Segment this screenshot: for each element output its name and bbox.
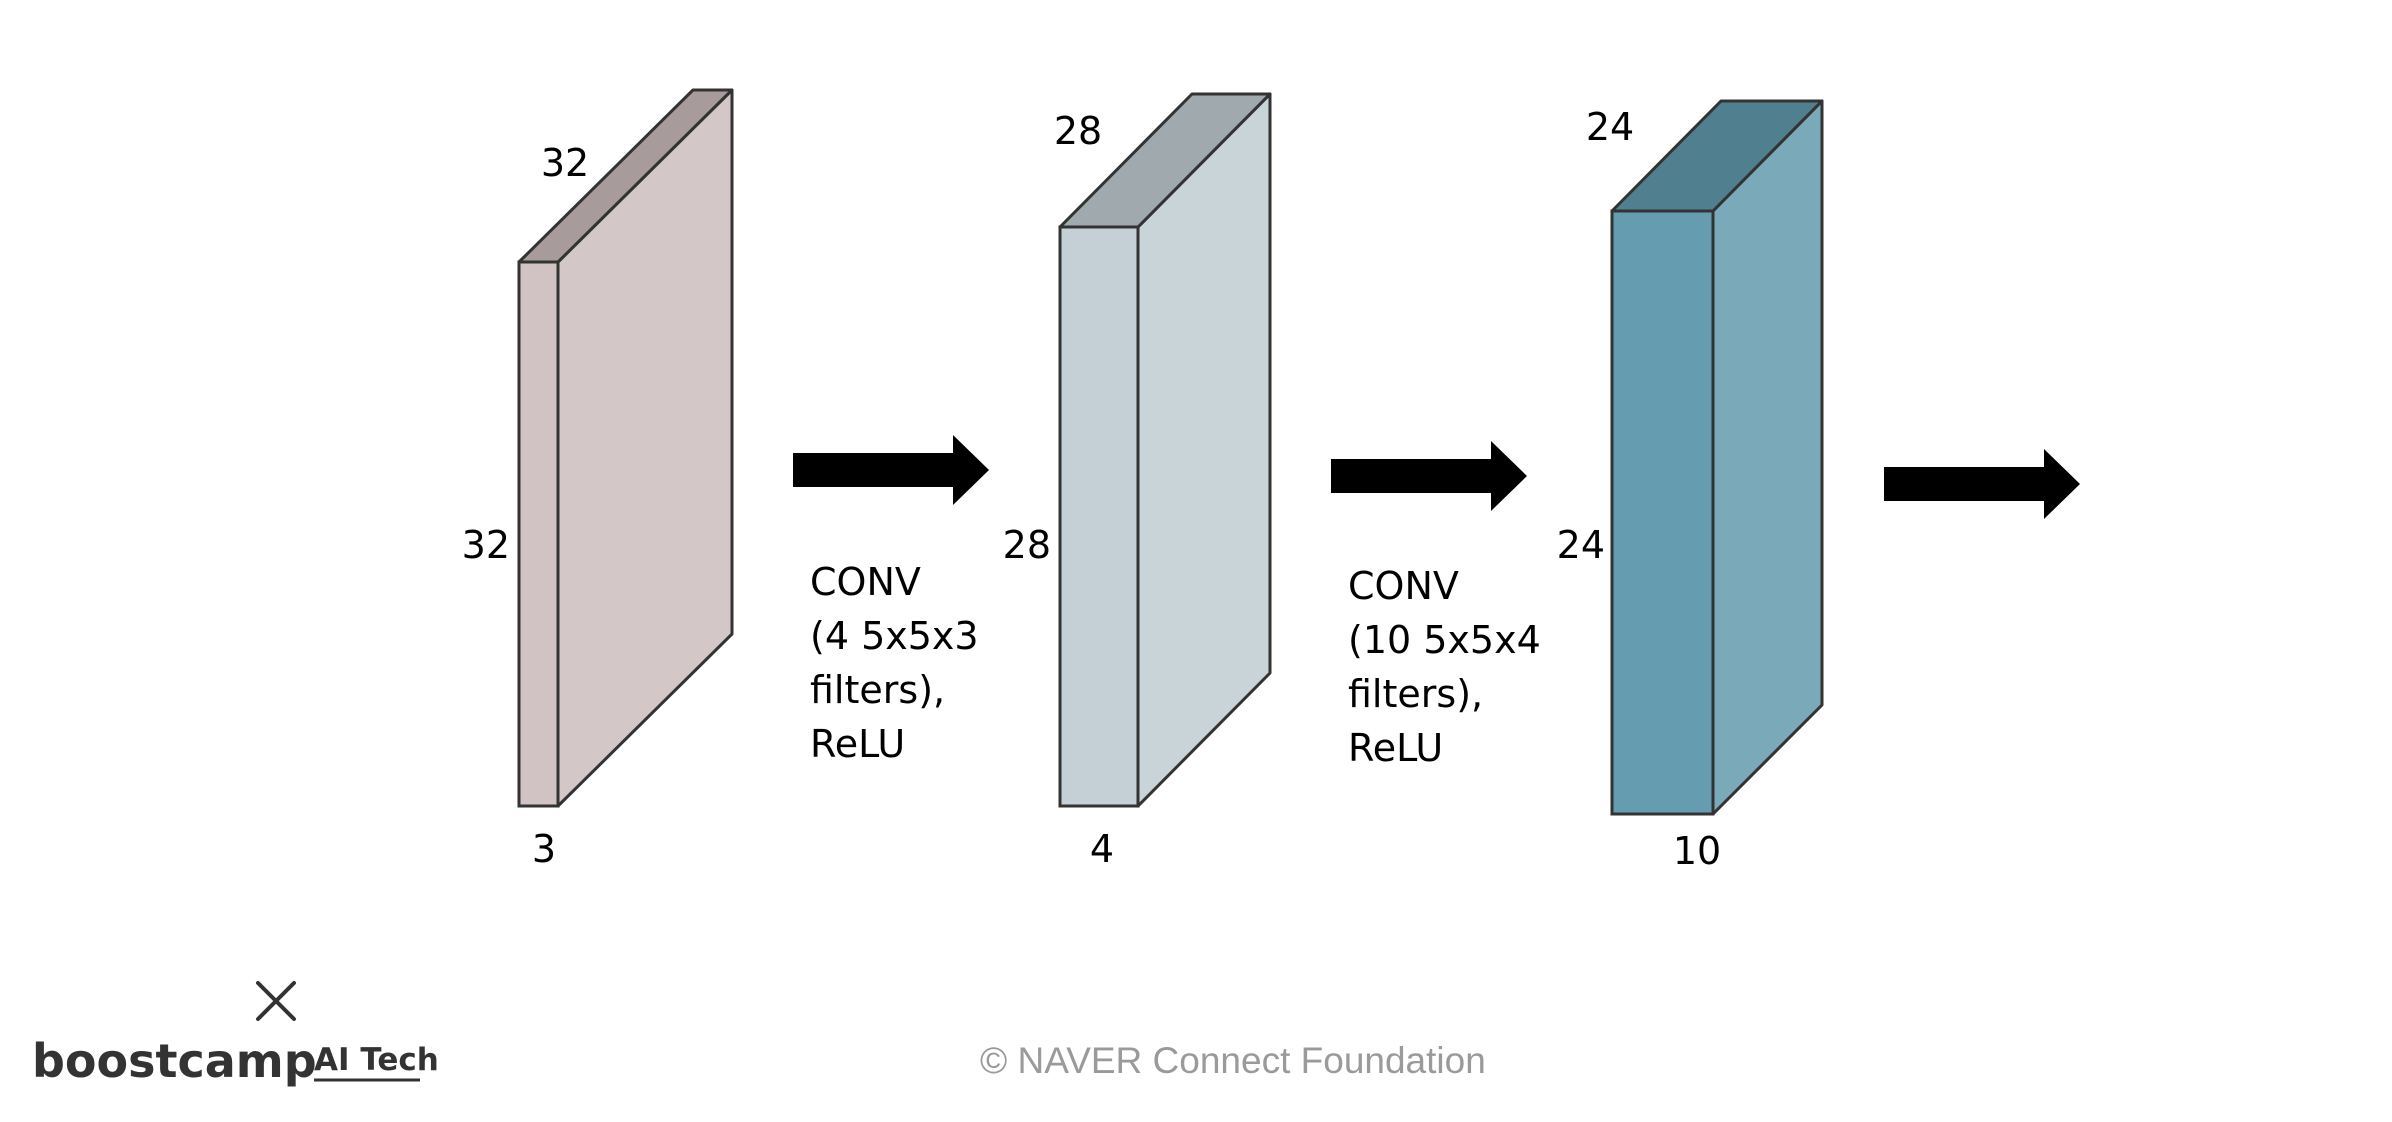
- conv2-output-side-face: [1711, 99, 1824, 816]
- conv2-output-front-face: [1610, 209, 1715, 816]
- close-x-icon: [256, 981, 296, 1021]
- conv2-label-line-3: filters),: [1348, 672, 1483, 716]
- input-height-label: 32: [462, 523, 510, 567]
- conv1-output-front-face: [1058, 225, 1140, 808]
- logo-wordmark: boostcamp: [32, 1034, 317, 1088]
- conv2-output-height-label: 24: [1557, 523, 1605, 567]
- conv1-label: CONV (4 5x5x3 filters), ReLU: [810, 560, 991, 766]
- conv1-output-depth-label: 4: [1090, 827, 1114, 871]
- conv2-label: CONV (10 5x5x4 filters), ReLU: [1348, 564, 1553, 770]
- conv1-label-line-4: ReLU: [810, 722, 905, 766]
- arrow-1: [793, 435, 989, 505]
- logo-subtitle: AI Tech: [314, 1042, 439, 1078]
- conv2-output-volume: 24 24 10: [1557, 99, 1824, 873]
- input-depth-label: 3: [532, 827, 556, 871]
- copyright-footer: © NAVER Connect Foundation: [980, 1040, 1486, 1081]
- conv1-output-height-label: 28: [1003, 523, 1051, 567]
- conv1-output-volume: 28 28 4: [1003, 92, 1272, 871]
- input-volume: 32 32 3: [462, 88, 734, 871]
- conv2-label-line-4: ReLU: [1348, 726, 1443, 770]
- conv1-label-line-1: CONV: [810, 560, 921, 604]
- arrow-2: [1331, 441, 1527, 511]
- conv1-label-line-2: (4 5x5x3: [810, 614, 979, 658]
- conv2-output-width-label: 24: [1586, 105, 1634, 149]
- input-volume-front-face: [517, 260, 560, 808]
- conv2-label-line-2: (10 5x5x4: [1348, 618, 1541, 662]
- boostcamp-logo: boostcamp AI Tech: [32, 981, 439, 1088]
- conv1-output-width-label: 28: [1054, 109, 1102, 153]
- conv2-output-depth-label: 10: [1673, 829, 1721, 873]
- input-width-label: 32: [541, 141, 589, 185]
- conv2-label-line-1: CONV: [1348, 564, 1459, 608]
- arrow-3: [1884, 449, 2080, 519]
- conv1-label-line-3: filters),: [810, 668, 945, 712]
